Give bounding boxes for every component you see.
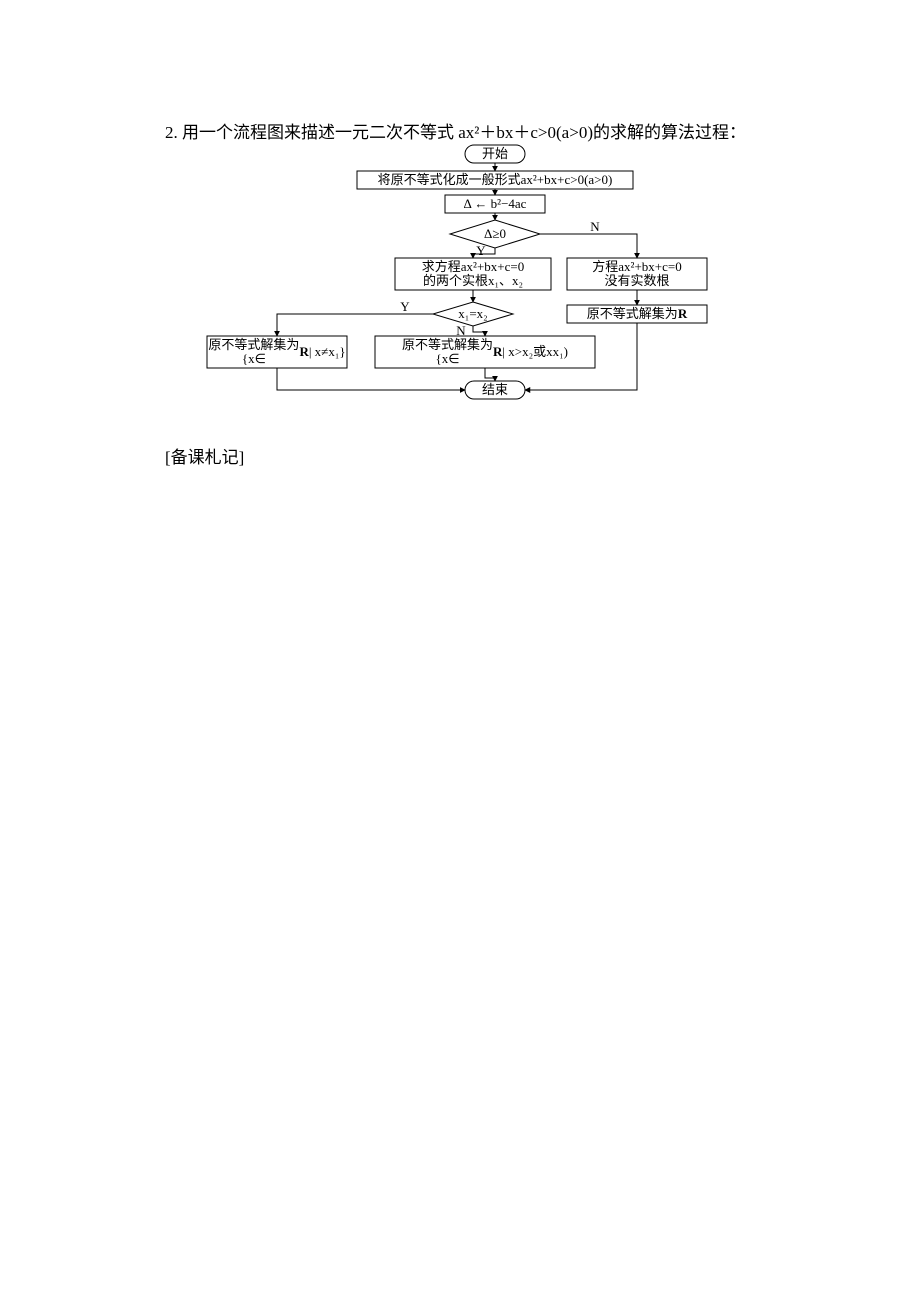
label-noroot: 方程ax²+bx+c=0没有实数根 (569, 259, 705, 289)
label-end: 结束 (467, 382, 523, 398)
label-xcond: x₁=x₂ (435, 303, 511, 325)
edge-solNeq-end (277, 368, 465, 390)
label-solGL: 原不等式解集为{x∈R| x>x₂或xx₁) (377, 337, 593, 367)
label-start: 开始 (467, 146, 523, 162)
edge-xcond-N-solGL (473, 326, 485, 336)
edge-label-xcond-N: N (453, 324, 469, 338)
label-dcond: Δ≥0 (452, 221, 538, 247)
label-delta: Δ ← b²−4ac (447, 196, 543, 212)
label-roots: 求方程ax²+bx+c=0的两个实根x₁、x₂ (397, 259, 549, 289)
problem-text: 2. 用一个流程图来描述一元二次不等式 ax²＋bx＋c>0(a>0)的求解的算… (165, 118, 746, 143)
problem-number: 2. (165, 123, 178, 142)
label-general: 将原不等式化成一般形式ax²+bx+c>0(a>0) (359, 172, 631, 188)
edge-label-xcond-Y: Y (397, 300, 413, 314)
edge-label-dcond-Y: Y (473, 244, 489, 258)
label-solNeq: 原不等式解集为{x∈R| x≠x₁} (209, 337, 345, 367)
notes-heading: [备课札记] (165, 443, 244, 468)
label-solR: 原不等式解集为R (569, 306, 705, 322)
problem-body: 用一个流程图来描述一元二次不等式 ax²＋bx＋c>0(a>0)的求解的算法过程… (182, 123, 746, 142)
flowchart-container: 开始将原不等式化成一般形式ax²+bx+c>0(a>0) Δ ← b²−4ac Δ≥… (165, 142, 765, 430)
edge-dcond-N-noroot (540, 234, 637, 258)
edge-label-dcond-N: N (587, 220, 603, 234)
edge-solGL-end (485, 368, 495, 381)
edge-xcond-Y-solNeq (277, 314, 433, 336)
